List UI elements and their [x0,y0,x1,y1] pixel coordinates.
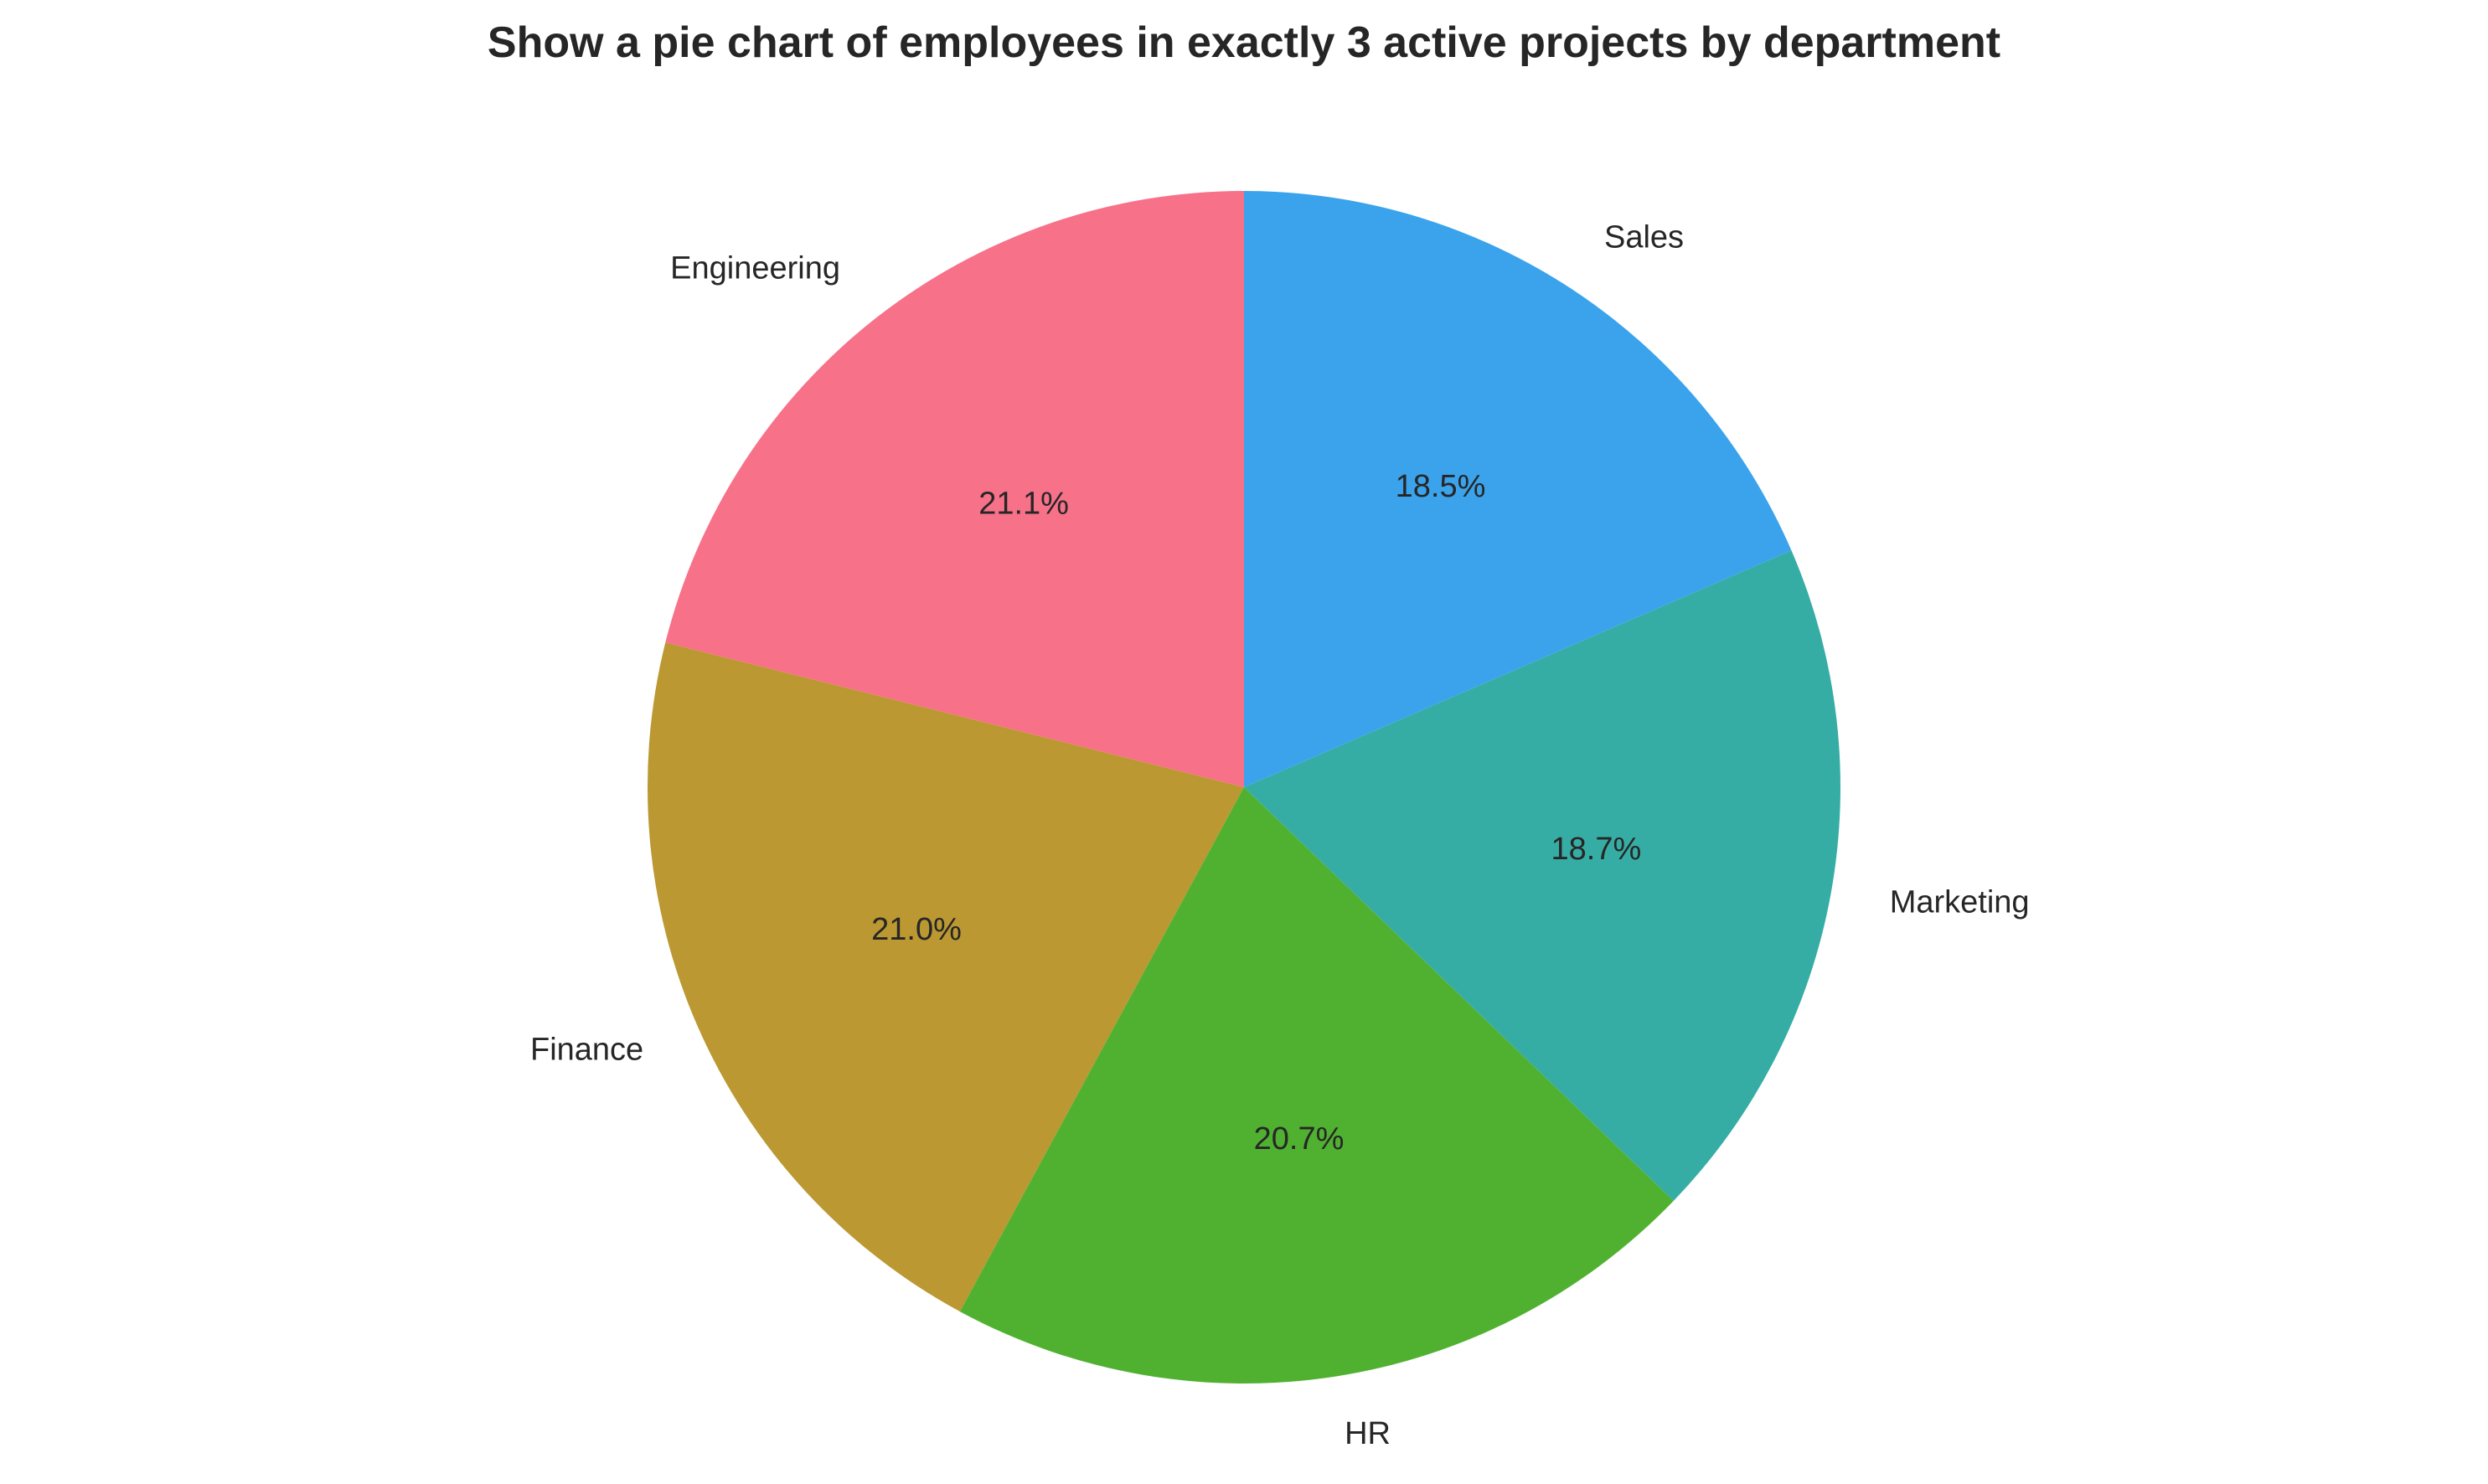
pie-labels: Engineering 21.1% Finance 21.0% HR 20.7% Marke… [530,219,2030,1451]
chart-title: Show a pie chart of employees in exactly… [488,18,2000,67]
percent-label-marketing: 18.7% [1551,832,1642,867]
pie-slice-marketing [1244,550,1840,1201]
percent-label-engineering: 21.1% [978,486,1069,521]
slice-label-finance: Finance [530,1033,643,1068]
pie-slice-sales [1244,191,1792,787]
slice-label-sales: Sales [1604,219,1684,255]
pie-slices [648,191,1840,1384]
slice-label-hr: HR [1345,1416,1391,1451]
slice-label-marketing: Marketing [1890,885,2030,920]
pie-slice-engineering [665,191,1244,787]
pie-slice-finance [648,642,1244,1312]
percent-label-finance: 21.0% [871,912,962,947]
percent-label-hr: 20.7% [1254,1121,1345,1157]
slice-label-engineering: Engineering [670,251,840,286]
pie-slice-hr [959,787,1674,1384]
percent-label-sales: 18.5% [1396,469,1486,504]
